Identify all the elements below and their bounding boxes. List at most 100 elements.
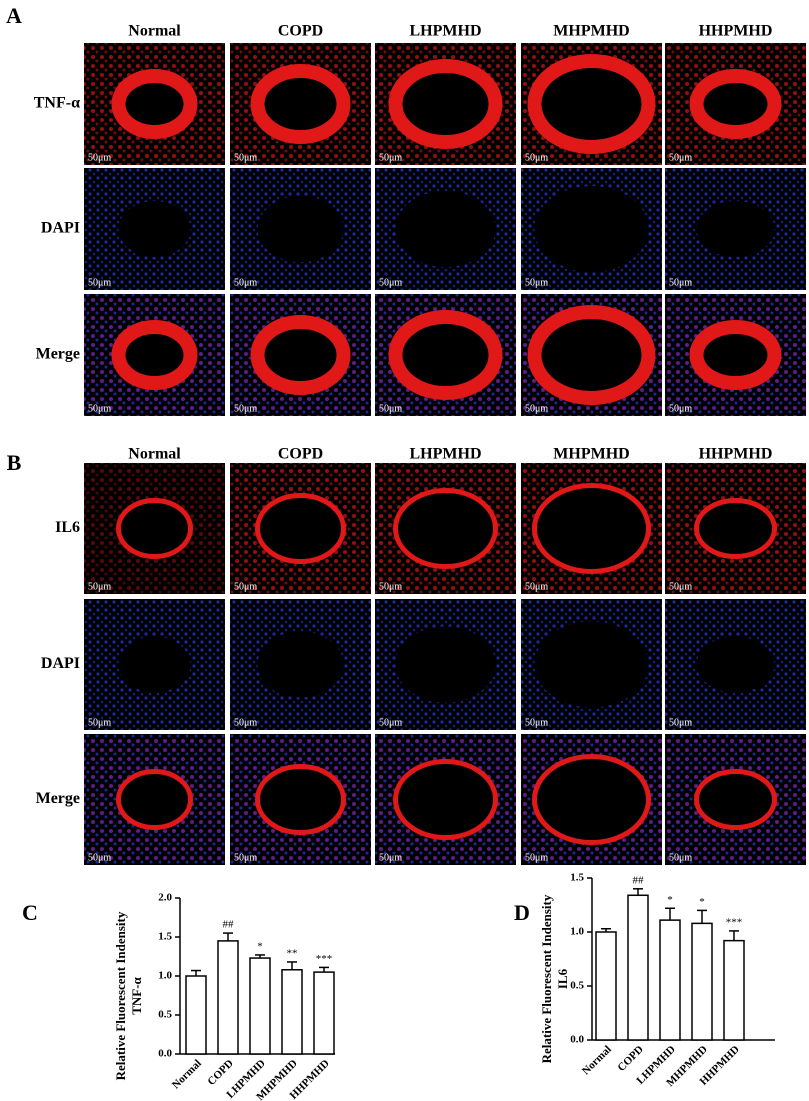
y-tick-label: 1.0 xyxy=(570,926,584,938)
lumen xyxy=(395,317,496,393)
scale-bar: 50μm xyxy=(379,403,402,414)
lumen xyxy=(696,201,775,257)
y-tick-label: 0.5 xyxy=(158,1009,172,1021)
scale-bar: 50μm xyxy=(379,852,402,863)
micrograph: 50μm xyxy=(84,294,225,416)
lumen xyxy=(696,327,775,383)
micrograph: 50μm xyxy=(375,734,516,865)
panel-label: A xyxy=(6,3,22,28)
micrograph: 50μm xyxy=(521,294,662,416)
micrograph: 50μm xyxy=(84,734,225,865)
epithelium xyxy=(111,69,198,139)
micrograph: 50μm xyxy=(230,734,371,865)
epithelium xyxy=(689,69,782,139)
micrograph: 50μm xyxy=(84,43,225,165)
x-tick-label: Normal xyxy=(580,1043,614,1077)
scale-bar: 50μm xyxy=(88,581,111,592)
bar xyxy=(281,969,303,1055)
row-label: DAPI xyxy=(41,655,80,672)
epithelium xyxy=(388,59,503,149)
micrograph: 50μm xyxy=(665,294,806,416)
lumen xyxy=(696,500,775,557)
significance: ** xyxy=(287,947,298,959)
scale-bar: 50μm xyxy=(669,581,692,592)
y-tick-label: 0.5 xyxy=(570,980,584,992)
epithelium xyxy=(388,310,503,400)
bar xyxy=(627,894,649,1041)
y-tick-label: 1.0 xyxy=(158,970,172,982)
lumen xyxy=(257,196,344,262)
significance: * xyxy=(257,940,263,952)
scale-bar: 50μm xyxy=(379,152,402,163)
x-tick-label: COPD xyxy=(615,1043,646,1074)
row-label: Merge xyxy=(36,346,80,363)
lumen xyxy=(257,71,344,137)
row-label: IL6 xyxy=(55,519,80,536)
micrograph: 50μm xyxy=(521,43,662,165)
epithelium xyxy=(116,769,193,830)
epithelium xyxy=(250,64,351,144)
lumen xyxy=(534,61,649,147)
significance: * xyxy=(699,896,705,908)
y-tick-label: 0.0 xyxy=(158,1048,172,1060)
bar xyxy=(595,931,617,1041)
micrograph: 50μm xyxy=(665,43,806,165)
lumen xyxy=(118,201,191,257)
column-header: Normal xyxy=(128,446,181,463)
lumen xyxy=(118,636,191,693)
scale-bar: 50μm xyxy=(234,852,257,863)
row-label: TNF-α xyxy=(34,95,80,112)
bar xyxy=(313,971,335,1055)
scale-bar: 50μm xyxy=(88,152,111,163)
micrograph: 50μm xyxy=(521,463,662,594)
row-label: DAPI xyxy=(41,220,80,237)
x-tick-label: Normal xyxy=(170,1057,204,1091)
micrograph: 50μm xyxy=(375,43,516,165)
significance: ## xyxy=(633,874,645,886)
micrograph: 50μm xyxy=(230,168,371,290)
epithelium xyxy=(527,54,656,154)
column-header: LHPMHD xyxy=(410,23,482,40)
y-tick-label: 0.0 xyxy=(570,1034,584,1046)
lumen xyxy=(696,76,775,132)
bar xyxy=(217,940,239,1055)
y-tick-label: 1.5 xyxy=(570,872,584,884)
micrograph: 50μm xyxy=(375,168,516,290)
scale-bar: 50μm xyxy=(88,277,111,288)
lumen xyxy=(696,771,775,828)
lumen xyxy=(395,191,496,267)
bar xyxy=(249,957,271,1055)
lumen xyxy=(696,636,775,693)
lumen xyxy=(534,621,649,708)
lumen xyxy=(534,756,649,843)
scale-bar: 50μm xyxy=(234,403,257,414)
bar xyxy=(723,939,745,1041)
lumen xyxy=(395,626,496,703)
micrograph: 50μm xyxy=(665,599,806,730)
epithelium xyxy=(393,759,498,840)
lumen xyxy=(395,490,496,567)
scale-bar: 50μm xyxy=(669,403,692,414)
micrograph: 50μm xyxy=(665,734,806,865)
scale-bar: 50μm xyxy=(525,717,548,728)
bar xyxy=(659,919,681,1041)
micrograph: 50μm xyxy=(375,463,516,594)
scale-bar: 50μm xyxy=(234,581,257,592)
scale-bar: 50μm xyxy=(525,277,548,288)
epithelium xyxy=(393,488,498,569)
scale-bar: 50μm xyxy=(669,852,692,863)
epithelium xyxy=(116,498,193,559)
micrograph: 50μm xyxy=(521,599,662,730)
column-header: COPD xyxy=(278,23,323,40)
scale-bar: 50μm xyxy=(669,717,692,728)
column-header: HHPMHD xyxy=(699,23,773,40)
lumen xyxy=(257,495,344,562)
scale-bar: 50μm xyxy=(88,852,111,863)
scale-bar: 50μm xyxy=(88,717,111,728)
micrograph: 50μm xyxy=(84,599,225,730)
lumen xyxy=(118,500,191,557)
lumen xyxy=(257,631,344,698)
lumen xyxy=(118,327,191,383)
scale-bar: 50μm xyxy=(669,277,692,288)
column-header: HHPMHD xyxy=(699,446,773,463)
